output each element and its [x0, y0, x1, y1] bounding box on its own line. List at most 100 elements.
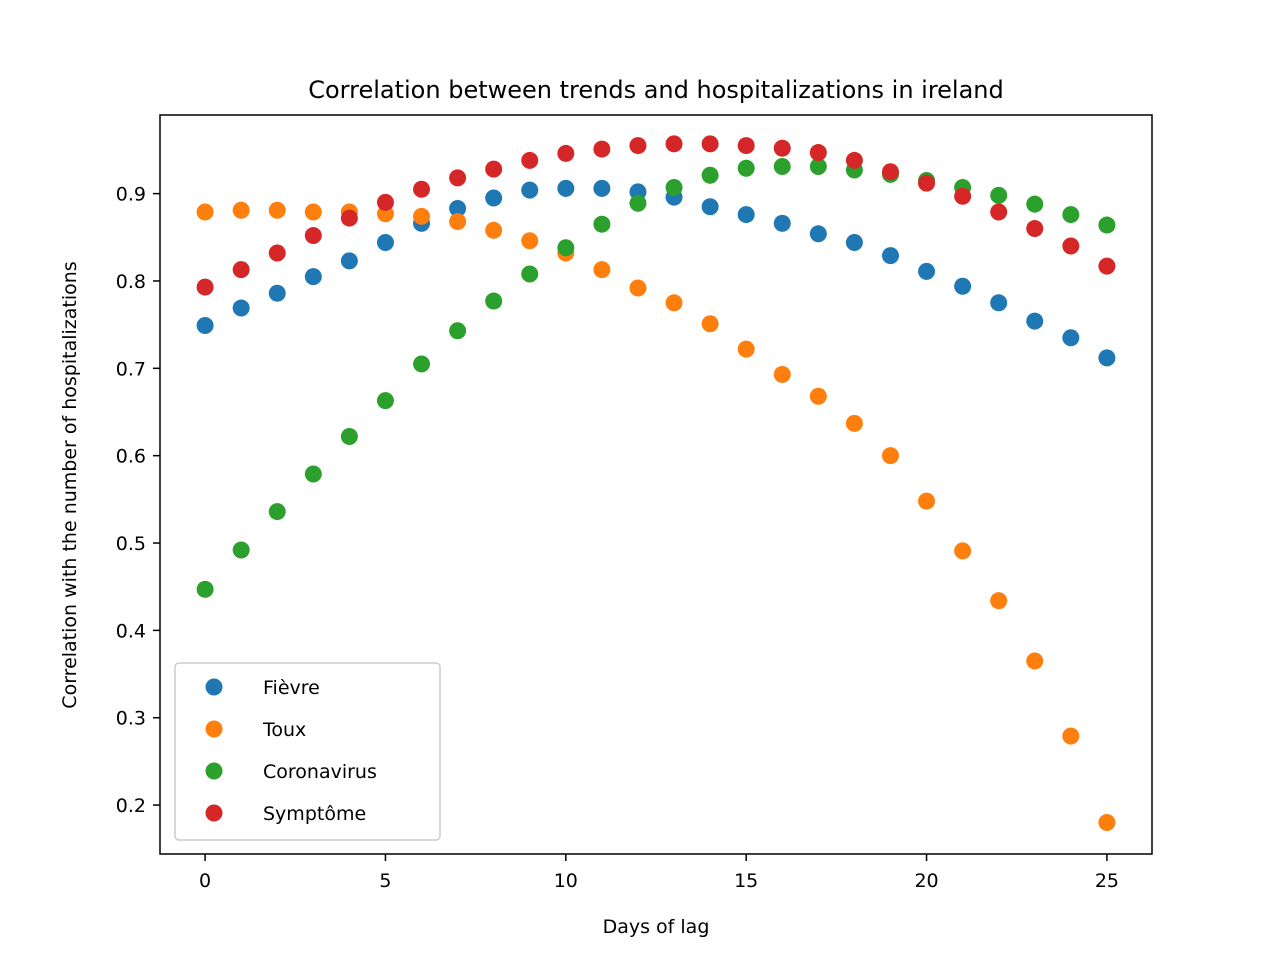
y-axis-label: Correlation with the number of hospitali… — [59, 261, 81, 708]
y-tick-label: 0.5 — [116, 533, 146, 555]
data-point — [845, 414, 863, 432]
data-point — [845, 234, 863, 252]
data-point — [881, 447, 899, 465]
legend-marker — [205, 678, 223, 696]
plot-frame — [159, 114, 1153, 855]
data-point — [521, 265, 539, 283]
data-point — [990, 294, 1008, 312]
data-point — [737, 159, 755, 177]
data-point — [737, 137, 755, 155]
y-tick-label: 0.7 — [116, 358, 146, 380]
data-point — [701, 315, 719, 333]
data-point — [485, 160, 503, 178]
data-point — [809, 387, 827, 405]
data-point — [449, 322, 467, 340]
data-point — [1026, 195, 1044, 213]
x-tick-label: 15 — [734, 870, 758, 892]
data-point — [665, 179, 683, 196]
data-point — [665, 135, 683, 153]
data-point — [990, 203, 1008, 221]
data-point — [521, 151, 539, 169]
y-tick-label: 0.4 — [116, 620, 146, 642]
data-point — [521, 232, 539, 250]
data-point — [268, 284, 286, 302]
x-axis-label: Days of lag — [603, 916, 710, 938]
data-point — [196, 317, 214, 335]
data-point — [881, 163, 899, 181]
data-point — [376, 392, 394, 410]
data-point — [593, 140, 611, 158]
legend: Fièvre Toux Coronavirus Symptôme — [174, 662, 441, 841]
y-tick-label: 0.2 — [116, 795, 146, 817]
data-point — [196, 580, 214, 598]
data-point — [1062, 206, 1080, 224]
data-point — [1026, 220, 1044, 238]
data-point — [196, 278, 214, 296]
data-point — [376, 193, 394, 211]
data-point — [845, 151, 863, 169]
x-tick-label: 5 — [379, 870, 391, 892]
data-point — [1062, 329, 1080, 347]
data-point — [268, 201, 286, 219]
data-point — [737, 206, 755, 224]
data-point — [268, 244, 286, 262]
x-tick-label: 20 — [914, 870, 938, 892]
chart-title: Correlation between trends and hospitali… — [308, 76, 1004, 104]
data-point — [701, 135, 719, 153]
legend-marker — [205, 762, 223, 780]
data-point — [557, 239, 575, 257]
data-point — [1026, 652, 1044, 670]
data-point — [340, 209, 358, 227]
data-point — [629, 194, 647, 212]
data-point — [304, 268, 322, 286]
data-point — [232, 261, 250, 279]
data-point — [954, 187, 972, 205]
data-point — [701, 198, 719, 216]
data-point — [809, 158, 827, 176]
data-point — [521, 181, 539, 199]
data-point — [1098, 349, 1116, 367]
legend-marker — [205, 720, 223, 738]
data-point — [954, 277, 972, 295]
legend-box — [174, 662, 441, 841]
data-point — [485, 292, 503, 310]
data-point — [485, 221, 503, 239]
data-point — [593, 215, 611, 233]
data-point — [557, 144, 575, 162]
data-point — [737, 340, 755, 358]
x-axis-ticks: 0 5 10 15 20 25 — [199, 854, 1119, 892]
data-point — [1026, 312, 1044, 330]
data-point — [1098, 814, 1116, 832]
data-point — [557, 179, 575, 197]
data-point — [990, 592, 1008, 610]
data-point — [773, 158, 791, 176]
y-tick-label: 0.6 — [116, 446, 146, 468]
data-point — [773, 214, 791, 232]
data-point — [990, 186, 1008, 204]
data-point — [232, 201, 250, 219]
data-point — [232, 541, 250, 559]
data-point — [449, 169, 467, 187]
data-point — [304, 227, 322, 245]
data-point — [809, 144, 827, 162]
series-symptome — [196, 135, 1116, 296]
x-tick-label: 10 — [554, 870, 578, 892]
data-point — [304, 465, 322, 483]
data-point — [593, 179, 611, 197]
legend-label: Toux — [262, 719, 306, 741]
y-tick-label: 0.8 — [116, 271, 146, 293]
data-point — [701, 166, 719, 184]
data-point — [629, 279, 647, 297]
data-point — [268, 503, 286, 521]
series-toux — [196, 201, 1116, 832]
data-point — [809, 225, 827, 243]
data-point — [773, 139, 791, 157]
data-point — [593, 261, 611, 279]
data-point — [413, 355, 431, 373]
data-point — [773, 365, 791, 383]
x-tick-label: 0 — [199, 870, 211, 892]
data-point — [918, 492, 936, 510]
data-point — [1062, 237, 1080, 255]
data-point — [196, 203, 214, 221]
